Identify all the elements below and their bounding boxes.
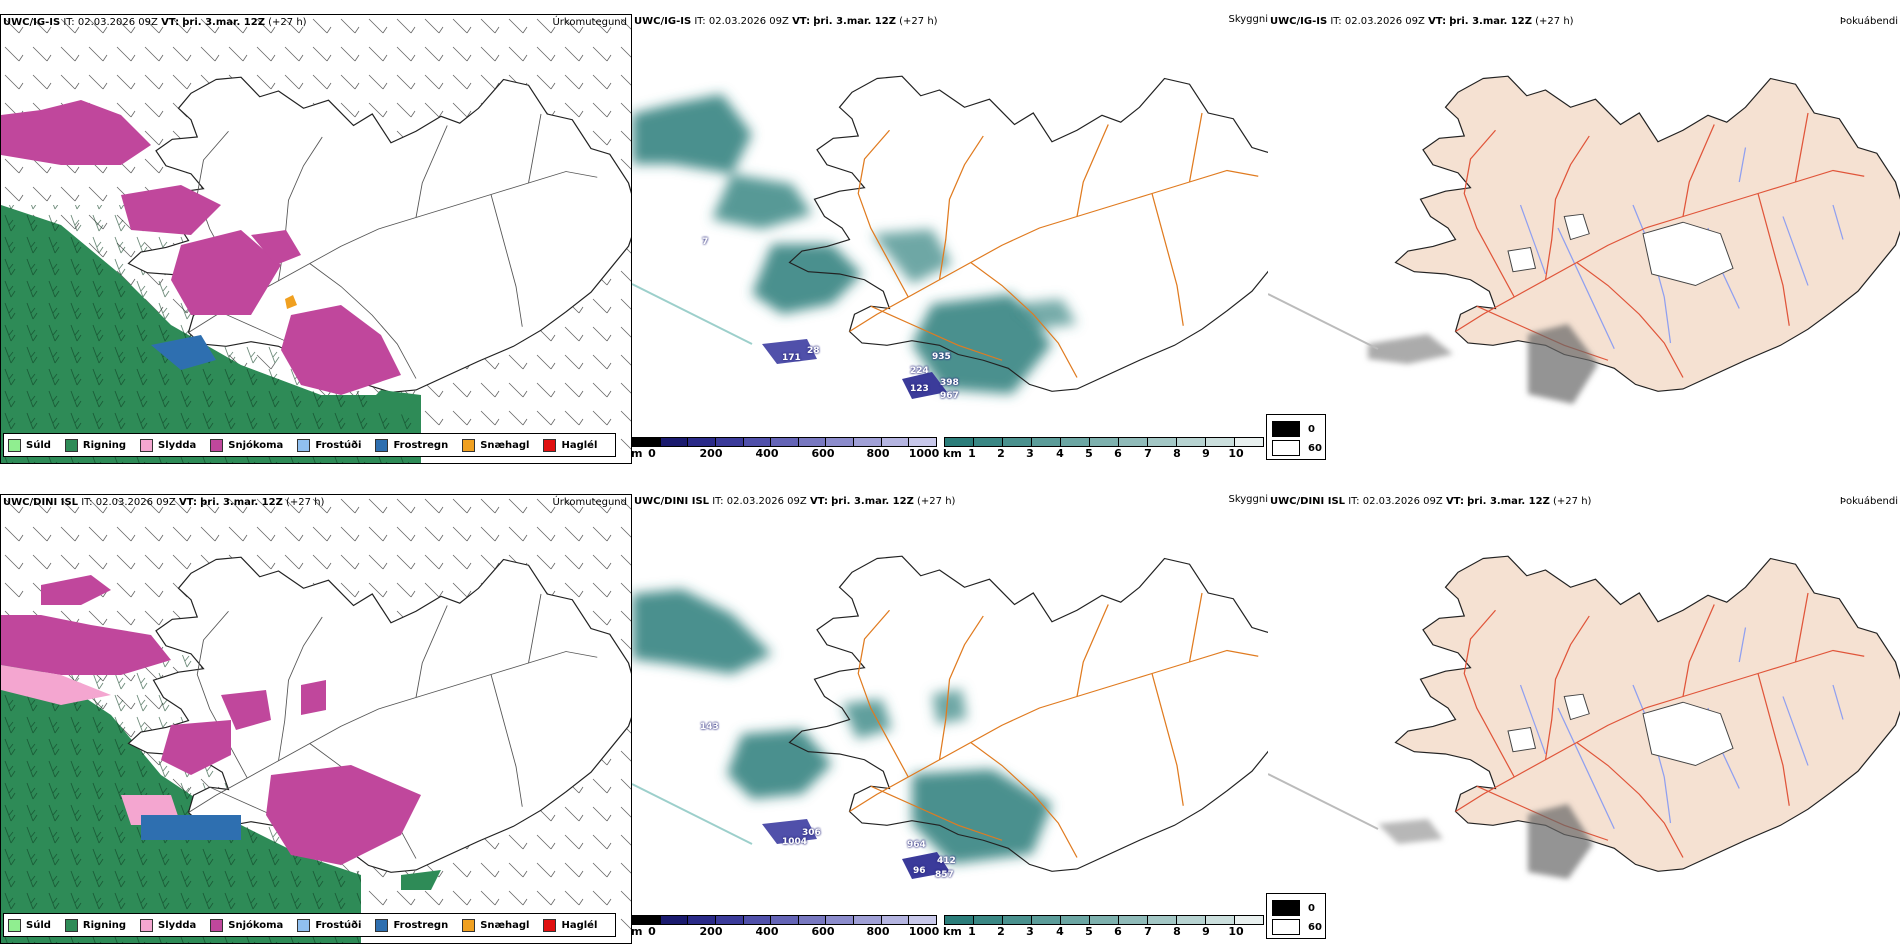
- visibility-colorbar-2: km 1 2 3 4 5 6 7 8 9 10: [943, 915, 1264, 939]
- fog-map-canvas-2: [1268, 555, 1900, 879]
- cloud-base-colorbar-1: m 0 200 400 600 800 1000: [631, 437, 939, 461]
- cloud-base-label: 857: [935, 870, 954, 880]
- fog-title: Þokuábendi: [1839, 496, 1898, 507]
- cloud-base-label: 28: [807, 346, 820, 356]
- panel-header-1c: UWC/IG-IS IT: 02.03.2026 09Z VT: þri. 3.…: [1270, 16, 1574, 27]
- visibility-map-panel-1: UWC/IG-IS IT: 02.03.2026 09Z VT: þri. 3.…: [632, 14, 1268, 464]
- cloud-base-colorbar-2: m 0 200 400 600 800 1000: [631, 915, 939, 939]
- legend-item-slydda: Slydda: [140, 918, 196, 932]
- cloud-base-label: 967: [940, 391, 959, 401]
- panel-header-1a: UWC/IG-IS IT: 02.03.2026 09Z VT: þri. 3.…: [3, 17, 307, 28]
- cloud-base-label: 96: [913, 866, 926, 876]
- cloud-base-label: 143: [700, 722, 719, 732]
- cloud-base-label: 171: [782, 353, 801, 363]
- cloud-base-label: 964: [907, 840, 926, 850]
- model-name: UWC/IG-IS: [3, 17, 61, 28]
- precip-map-panel-2: UWC/DINI ISL IT: 02.03.2026 09Z VT: þri.…: [0, 494, 632, 944]
- precip-legend: Súld Rigning Slydda Snjókoma Frostúði Fr…: [3, 433, 617, 457]
- panel-header-1b: UWC/IG-IS IT: 02.03.2026 09Z VT: þri. 3.…: [634, 16, 938, 27]
- fog-legend-1: 0 60: [1266, 414, 1326, 460]
- cloud-base-label: 123: [910, 384, 929, 394]
- legend-item-snjokoma: Snjókoma: [210, 918, 283, 932]
- fog-map-panel-2: UWC/DINI ISL IT: 02.03.2026 09Z VT: þri.…: [1268, 494, 1900, 944]
- legend-item-sudd: Súld: [8, 918, 51, 932]
- fog-map-panel-1: UWC/IG-IS IT: 02.03.2026 09Z VT: þri. 3.…: [1268, 14, 1900, 464]
- cloud-base-label: 224: [910, 366, 929, 376]
- fog-legend-2: 0 60: [1266, 893, 1326, 939]
- cloud-base-label: 306: [802, 828, 821, 838]
- precip-map-panel-1: UWC/IG-IS IT: 02.03.2026 09Z VT: þri. 3.…: [0, 14, 632, 464]
- cloud-base-label: 398: [940, 378, 959, 388]
- visibility-title: Skyggni: [1228, 14, 1268, 25]
- cloud-base-label: 7: [702, 237, 709, 247]
- legend-item-hagel: Haglél: [543, 918, 597, 932]
- fog-map-canvas-1: [1268, 75, 1900, 404]
- legend-item-snaehagl: Snæhagl: [462, 918, 529, 932]
- legend-item-sudd: Súld: [8, 438, 51, 452]
- precip-map-canvas-1: [1, 15, 631, 463]
- legend-item-hagel: Haglél: [543, 438, 597, 452]
- legend-item-snjokoma: Snjókoma: [210, 438, 283, 452]
- legend-item-frostregn: Frostregn: [375, 918, 448, 932]
- precip-title: Úrkomutegund: [552, 497, 627, 508]
- legend-item-frostregn: Frostregn: [375, 438, 448, 452]
- legend-item-rigning: Rigning: [64, 918, 126, 932]
- legend-item-rigning: Rigning: [64, 438, 126, 452]
- legend-item-frostudi: Frostúði: [297, 438, 361, 452]
- cloud-base-label: 412: [937, 856, 956, 866]
- cloud-base-label: 935: [932, 352, 951, 362]
- legend-item-frostudi: Frostúði: [297, 918, 361, 932]
- precip-legend: Súld Rigning Slydda Snjókoma Frostúði Fr…: [3, 913, 617, 937]
- visibility-title: Skyggni: [1228, 494, 1268, 505]
- panel-header-2c: UWC/DINI ISL IT: 02.03.2026 09Z VT: þri.…: [1270, 496, 1592, 507]
- visibility-colorbar-1: km 1 2 3 4 5 6 7 8 9 10: [943, 437, 1264, 461]
- legend-item-slydda: Slydda: [140, 438, 196, 452]
- visibility-map-panel-2: UWC/DINI ISL IT: 02.03.2026 09Z VT: þri.…: [632, 494, 1268, 944]
- visibility-map-canvas-1: [632, 75, 1268, 399]
- visibility-map-canvas-2: [632, 555, 1268, 879]
- panel-header-2b: UWC/DINI ISL IT: 02.03.2026 09Z VT: þri.…: [634, 496, 956, 507]
- cloud-base-label: 1004: [782, 837, 808, 847]
- legend-item-snaehagl: Snæhagl: [462, 438, 529, 452]
- panel-header-2a: UWC/DINI ISL IT: 02.03.2026 09Z VT: þri.…: [3, 497, 325, 508]
- precip-map-canvas-2: [1, 495, 631, 943]
- precip-title: Úrkomutegund: [552, 17, 627, 28]
- fog-title: Þokuábendi: [1839, 16, 1898, 27]
